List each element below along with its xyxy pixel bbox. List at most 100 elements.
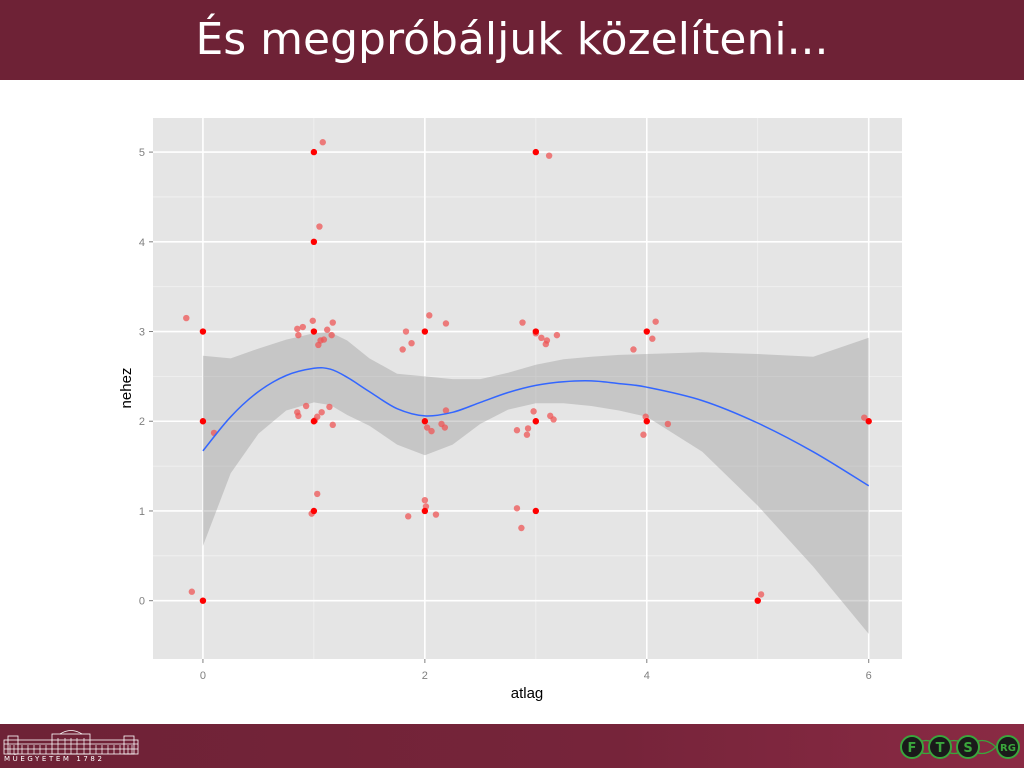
logo-letter-s-text: S [963, 741, 972, 756]
observed-point [532, 418, 540, 425]
observed-point [310, 507, 318, 515]
jittered-point [295, 412, 302, 420]
observed-point [865, 418, 872, 425]
title-bar: És megpróbáljuk közelíteni... [0, 0, 1024, 80]
x-tick-label: 0 [200, 670, 206, 682]
y-axis-label: nehez [118, 368, 135, 409]
jittered-point [649, 335, 656, 342]
jittered-point [664, 420, 672, 428]
jittered-point [442, 320, 450, 327]
ftsrg-logo: F T S RG [900, 735, 1020, 759]
observed-point [421, 418, 429, 425]
observed-point [310, 418, 318, 425]
y-tick-label: 2 [139, 416, 145, 428]
x-tick-label: 6 [866, 670, 872, 682]
jittered-point [523, 431, 531, 438]
x-axis-label: atlag [511, 685, 544, 702]
jittered-point [326, 403, 333, 411]
jittered-point [530, 408, 537, 415]
observed-point [754, 597, 761, 604]
observed-points [199, 148, 872, 604]
university-caption: MŰEGYETEM 1782 [4, 755, 105, 763]
jittered-point [188, 588, 196, 595]
jittered-point [442, 407, 450, 414]
logo-letter-rg-text: RG [1000, 743, 1016, 754]
observed-point [421, 328, 429, 335]
jittered-point [315, 341, 322, 349]
logo-letter-rg: RG [996, 735, 1020, 759]
jittered-point [550, 416, 557, 423]
observed-point [643, 328, 650, 335]
plot-panel [153, 118, 902, 659]
observed-point [532, 328, 540, 335]
logo-letter-f: F [900, 735, 924, 759]
y-tick-label: 0 [139, 596, 145, 608]
jittered-point [421, 496, 429, 504]
y-tick-label: 5 [139, 147, 145, 159]
jittered-point [553, 331, 561, 339]
jittered-point [302, 402, 310, 410]
observed-point [310, 148, 318, 156]
jittered-points [183, 139, 868, 598]
logo-letter-s: S [956, 735, 980, 759]
x-axis-ticks: 0 2 4 6 [200, 659, 872, 682]
jittered-point [299, 323, 306, 331]
x-tick-label: 2 [422, 670, 428, 682]
slide-title: És megpróbáljuk közelíteni... [195, 14, 829, 65]
jittered-point [432, 511, 440, 518]
jittered-point [402, 328, 410, 335]
observed-point [643, 418, 650, 425]
logo-letter-t: T [928, 735, 952, 759]
jittered-point [316, 223, 323, 230]
jittered-point [405, 513, 412, 520]
minor-gridlines [153, 118, 902, 659]
jittered-point [426, 312, 433, 319]
footer-bar: MŰEGYETEM 1782 F T S RG [0, 724, 1024, 768]
observed-point [310, 238, 318, 246]
confidence-band [202, 332, 869, 634]
jittered-point [524, 425, 532, 432]
jittered-point [309, 317, 316, 324]
observed-point [532, 148, 540, 156]
jittered-point [423, 424, 431, 431]
jittered-point [329, 421, 336, 429]
jittered-point [314, 490, 321, 498]
x-tick-label: 4 [644, 670, 650, 682]
jittered-point [513, 505, 521, 512]
major-gridlines [153, 118, 902, 659]
y-tick-label: 3 [139, 327, 145, 339]
jittered-point [319, 139, 326, 146]
jittered-point [328, 331, 335, 339]
observed-point [532, 507, 540, 515]
jittered-point [861, 414, 868, 421]
observed-point [199, 418, 207, 425]
y-axis-ticks: 0 1 2 3 4 5 [139, 147, 153, 608]
observed-point [199, 328, 207, 335]
observed-point [310, 328, 318, 335]
jittered-point [513, 427, 521, 434]
jittered-point [518, 524, 525, 532]
y-tick-label: 1 [139, 506, 145, 518]
logo-letter-t-text: T [936, 741, 945, 756]
observed-point [199, 597, 207, 604]
jittered-point [640, 431, 647, 438]
jittered-point [294, 325, 301, 333]
jittered-point [652, 318, 659, 325]
jittered-point [630, 346, 637, 353]
jittered-point [318, 409, 325, 416]
jittered-point [543, 337, 551, 344]
observed-point [421, 507, 429, 515]
y-tick-label: 4 [139, 237, 145, 249]
jittered-point [295, 331, 302, 339]
university-logo [3, 730, 139, 755]
jittered-point [320, 336, 328, 343]
jittered-point [329, 319, 336, 326]
jittered-point [324, 326, 331, 333]
jittered-point [519, 319, 526, 326]
logo-letter-f-text: F [908, 741, 917, 756]
jittered-point [428, 427, 435, 435]
jittered-point [399, 346, 406, 353]
jittered-point [545, 152, 553, 159]
jittered-point [538, 334, 545, 342]
